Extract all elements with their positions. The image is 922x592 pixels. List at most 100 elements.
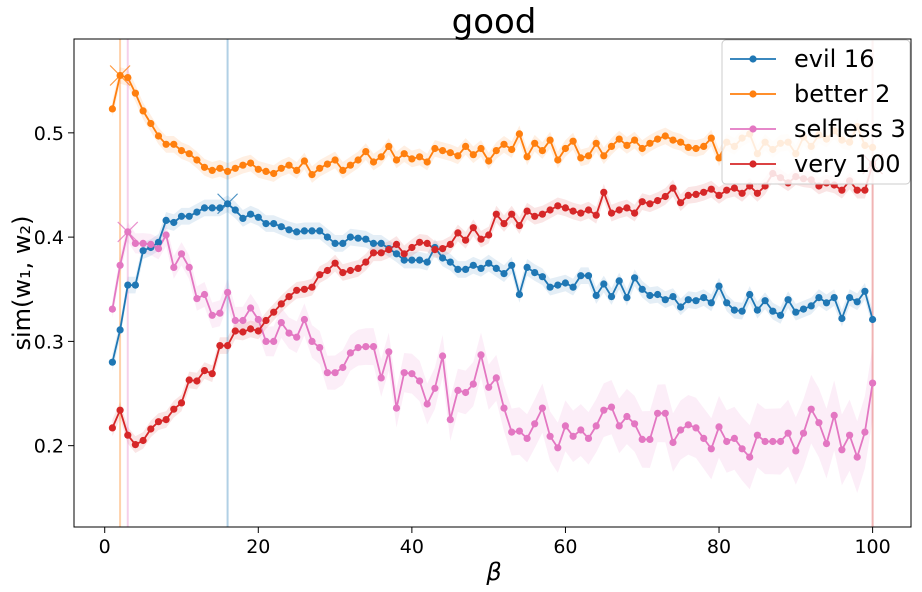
point-evil-16 [615,277,623,285]
point-better-2 [607,142,616,150]
x-axis-label: β [485,558,501,586]
point-evil-16 [631,274,639,282]
point-selfless-3 [554,444,562,452]
point-very-100 [607,209,616,217]
point-very-100 [669,184,677,192]
point-very-100 [147,425,155,433]
point-selfless-3 [200,290,209,299]
point-very-100 [500,220,508,228]
point-very-100 [270,308,278,316]
point-selfless-3 [346,349,354,357]
point-better-2 [231,164,239,172]
point-better-2 [592,139,600,147]
point-evil-16 [538,273,547,281]
y-axis: 0.2 0.3 0.4 0.5 [34,123,74,458]
point-very-100 [600,188,608,196]
point-better-2 [661,132,669,140]
line-selfless-3 [111,229,874,460]
point-evil-16 [730,306,739,314]
point-very-100 [561,204,570,212]
point-evil-16 [231,206,239,214]
point-better-2 [139,107,147,115]
point-selfless-3 [531,420,539,428]
point-very-100 [431,246,439,254]
point-evil-16 [815,294,823,302]
point-very-100 [124,431,132,439]
point-very-100 [592,211,600,219]
point-better-2 [131,89,139,97]
point-selfless-3 [546,432,554,440]
point-very-100 [254,327,262,335]
point-better-2 [216,164,224,172]
point-selfless-3 [193,295,201,303]
point-selfless-3 [738,445,746,453]
point-evil-16 [769,307,777,315]
point-selfless-3 [239,316,247,325]
point-better-2 [546,136,554,144]
x-tick-label: 60 [553,536,577,558]
point-evil-16 [285,226,293,234]
point-selfless-3 [300,315,308,324]
point-very-100 [231,327,239,335]
point-evil-16 [623,294,631,302]
point-selfless-3 [116,261,124,269]
y-tick-label: 0.3 [34,331,64,353]
point-selfless-3 [753,431,762,439]
point-very-100 [185,376,193,384]
point-better-2 [454,152,462,160]
point-very-100 [193,377,201,385]
peak-marker-better-2 [109,65,131,86]
point-evil-16 [822,299,831,307]
point-very-100 [339,269,347,277]
point-evil-16 [170,218,178,227]
point-selfless-3 [400,369,408,377]
point-better-2 [200,163,209,171]
point-selfless-3 [776,437,785,446]
point-evil-16 [753,306,762,314]
point-evil-16 [723,299,731,307]
point-selfless-3 [270,337,278,345]
point-evil-16 [116,326,124,334]
point-evil-16 [323,233,331,241]
point-selfless-3 [677,426,685,434]
x-tick-label: 80 [707,536,731,558]
point-very-100 [200,367,209,375]
point-very-100 [531,212,539,220]
point-better-2 [208,166,216,174]
point-evil-16 [853,298,861,306]
point-evil-16 [508,261,516,269]
legend-label-evil-16: evil 16 [794,45,874,73]
point-better-2 [185,150,193,158]
point-better-2 [531,139,539,147]
point-selfless-3 [331,369,339,377]
point-selfless-3 [108,305,116,313]
point-selfless-3 [784,429,792,437]
point-selfless-3 [439,352,447,360]
point-very-100 [730,184,739,192]
y-axis-label: sim(w₁, w₂) [8,215,36,350]
point-selfless-3 [369,343,378,351]
point-evil-16 [830,294,838,302]
point-very-100 [262,316,270,325]
point-evil-16 [707,299,715,307]
point-evil-16 [416,256,424,264]
point-selfless-3 [830,411,838,419]
point-selfless-3 [846,431,854,439]
x-tick-label: 40 [400,536,424,558]
point-very-100 [738,189,746,197]
point-better-2 [508,145,516,154]
point-selfless-3 [454,386,462,394]
point-selfless-3 [607,403,616,411]
point-evil-16 [308,227,316,235]
point-evil-16 [592,291,600,300]
point-selfless-3 [692,424,700,432]
point-selfless-3 [416,377,424,385]
x-axis: 0 20 40 60 80 100 [99,527,891,558]
point-better-2 [270,169,278,178]
point-selfless-3 [815,419,823,427]
point-very-100 [308,283,316,291]
point-better-2 [477,144,485,153]
point-selfless-3 [462,388,470,397]
point-better-2 [538,147,547,155]
point-selfless-3 [569,432,577,440]
